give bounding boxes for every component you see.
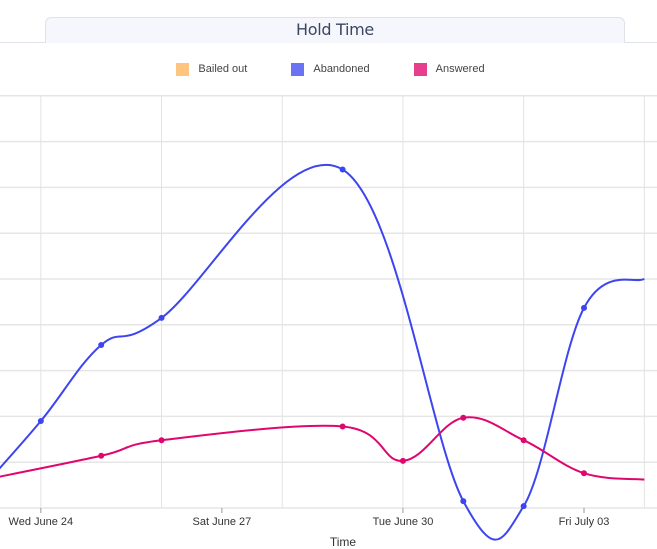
data-point[interactable] <box>37 417 44 424</box>
legend-swatch-answered <box>413 62 427 76</box>
data-point[interactable] <box>460 498 467 505</box>
series-line-abandoned <box>0 163 645 541</box>
legend-label: Bailed out <box>198 63 248 75</box>
legend-swatch-bailed-out <box>176 62 190 76</box>
data-point[interactable] <box>520 503 527 510</box>
data-point[interactable] <box>339 166 346 173</box>
x-tick-label: Fri July 03 <box>558 516 610 528</box>
legend-swatch-abandoned <box>291 62 305 76</box>
x-tick-label: Wed June 24 <box>8 516 74 528</box>
data-point[interactable] <box>520 437 527 444</box>
series-line-answered <box>0 416 645 481</box>
data-point[interactable] <box>581 470 587 477</box>
legend-label: Abandoned <box>313 63 370 75</box>
data-point[interactable] <box>158 314 165 321</box>
grid-lines <box>0 95 657 509</box>
series-lines <box>0 163 645 541</box>
legend-item-bailed-out[interactable]: Bailed out <box>172 61 247 77</box>
data-point[interactable] <box>98 452 105 459</box>
x-tick-label: Tue June 30 <box>372 516 434 528</box>
data-point[interactable] <box>339 423 346 430</box>
x-axis-ticks <box>40 508 585 513</box>
data-point[interactable] <box>460 414 467 421</box>
legend: Bailed out Abandoned Answered <box>0 61 657 77</box>
legend-item-abandoned[interactable]: Abandoned <box>287 61 370 77</box>
legend-item-answered[interactable]: Answered <box>410 61 485 77</box>
data-point[interactable] <box>581 304 587 311</box>
legend-label: Answered <box>435 63 485 75</box>
data-point[interactable] <box>399 457 406 464</box>
data-point[interactable] <box>98 341 105 348</box>
chart-title-tab[interactable]: Hold Time <box>45 17 625 43</box>
chart-title: Hold Time <box>296 20 374 39</box>
data-point[interactable] <box>158 437 165 444</box>
x-axis-title: Time <box>329 535 357 549</box>
x-tick-label: Sat June 27 <box>192 516 252 528</box>
